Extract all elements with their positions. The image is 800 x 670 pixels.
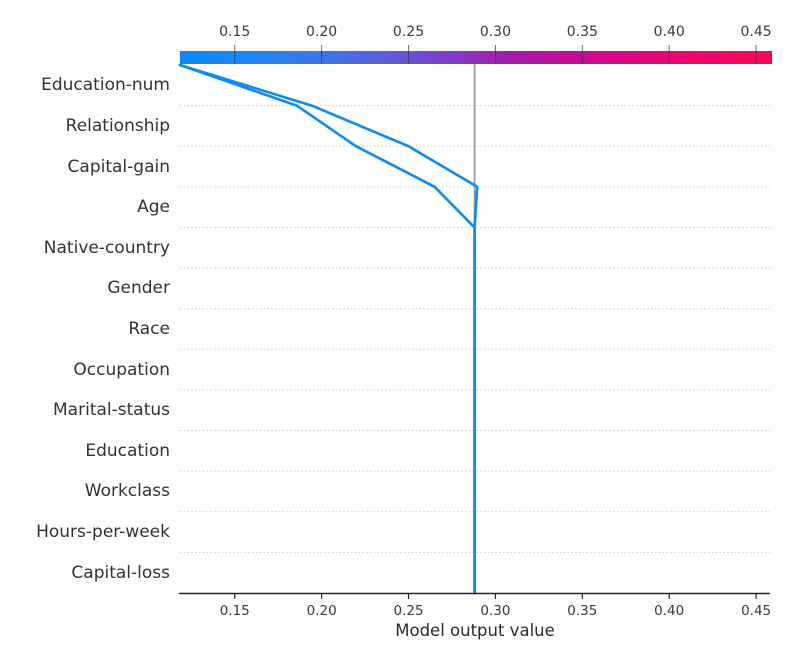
x-axis-title: Model output value xyxy=(395,621,555,640)
x-tick-label: 0.35 xyxy=(567,603,598,619)
x-tick-label: 0.15 xyxy=(219,603,250,619)
colorbar-tick-label: 0.35 xyxy=(566,24,598,40)
colorbar-tick-label: 0.40 xyxy=(653,24,685,40)
y-feature-label: Gender xyxy=(107,278,170,299)
colorbar-tick-label: 0.30 xyxy=(479,24,511,40)
y-feature-label: Age xyxy=(137,197,170,218)
y-feature-label: Education xyxy=(85,440,170,461)
decision-path xyxy=(178,63,479,595)
colorbar-tick-label: 0.15 xyxy=(219,24,251,40)
colorbar-tick-label: 0.25 xyxy=(392,24,425,40)
colorbar-gradient xyxy=(180,51,772,64)
x-tick-label: 0.30 xyxy=(480,603,511,619)
y-feature-label: Race xyxy=(128,319,170,339)
colorbar-tick-label: 0.20 xyxy=(306,24,338,40)
y-feature-label: Capital-loss xyxy=(71,562,170,583)
y-feature-label: Capital-gain xyxy=(67,156,170,177)
y-feature-label: Native-country xyxy=(43,237,170,258)
y-feature-label: Occupation xyxy=(73,359,170,380)
y-feature-label: Education-num xyxy=(41,75,170,96)
y-feature-label: Relationship xyxy=(65,115,170,136)
x-tick-label: 0.45 xyxy=(741,603,772,619)
y-feature-label: Workclass xyxy=(84,481,170,502)
decision-path xyxy=(178,63,476,595)
x-tick-label: 0.25 xyxy=(393,603,424,619)
x-tick-label: 0.20 xyxy=(306,603,337,619)
x-tick-label: 0.40 xyxy=(654,603,685,619)
y-feature-label: Hours-per-week xyxy=(36,522,170,543)
y-feature-label: Marital-status xyxy=(53,400,170,421)
colorbar-tick-label: 0.45 xyxy=(740,24,772,40)
